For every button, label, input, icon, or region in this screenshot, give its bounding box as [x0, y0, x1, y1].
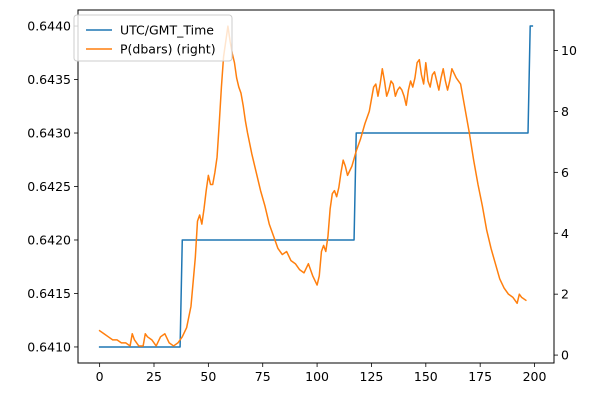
- y-tick-label-left: 0.6425: [27, 179, 71, 194]
- legend-label-utc: UTC/GMT_Time: [120, 23, 214, 38]
- y-tick-label-left: 0.6415: [27, 286, 71, 301]
- x-tick-label: 75: [255, 369, 271, 384]
- x-tick-label: 200: [523, 369, 547, 384]
- x-tick-label: 0: [96, 369, 104, 384]
- y-tick-label-right: 4: [561, 226, 569, 241]
- legend-frame: [73, 14, 233, 62]
- x-axis: 0 25 50 75 100 125 150 175 200: [96, 363, 547, 384]
- x-tick-label: 25: [146, 369, 162, 384]
- y-tick-label-left: 0.6410: [27, 339, 71, 354]
- x-tick-label: 100: [305, 369, 329, 384]
- series-line-utc: [98, 25, 534, 348]
- y-tick-label-right: 2: [561, 287, 569, 302]
- y-axis-right: 0 2 4 6 8 10: [554, 43, 577, 363]
- y-axis-left: 0.6410 0.6415 0.6420 0.6425 0.6430 0.6435 0.64…: [27, 19, 78, 354]
- series-line-pressure: [98, 25, 527, 347]
- y-tick-label-left: 0.6420: [27, 232, 71, 247]
- x-tick-label: 150: [414, 369, 438, 384]
- x-tick-label: 175: [468, 369, 492, 384]
- x-tick-label: 50: [200, 369, 216, 384]
- plot-area: [78, 10, 554, 363]
- y-tick-label-left: 0.6435: [27, 72, 71, 87]
- y-tick-label-right: 8: [561, 104, 569, 119]
- y-tick-label-left: 0.6440: [27, 19, 71, 34]
- y-tick-label-left: 0.6430: [27, 126, 71, 141]
- y-tick-label-right: 6: [561, 165, 569, 180]
- y-tick-label-right: 10: [561, 43, 577, 58]
- legend-label-pressure: P(dbars) (right): [120, 42, 216, 57]
- legend: UTC/GMT_Time P(dbars) (right): [73, 14, 233, 62]
- y-tick-label-right: 0: [561, 348, 569, 363]
- series-layer: [98, 25, 534, 348]
- x-tick-label: 125: [360, 369, 384, 384]
